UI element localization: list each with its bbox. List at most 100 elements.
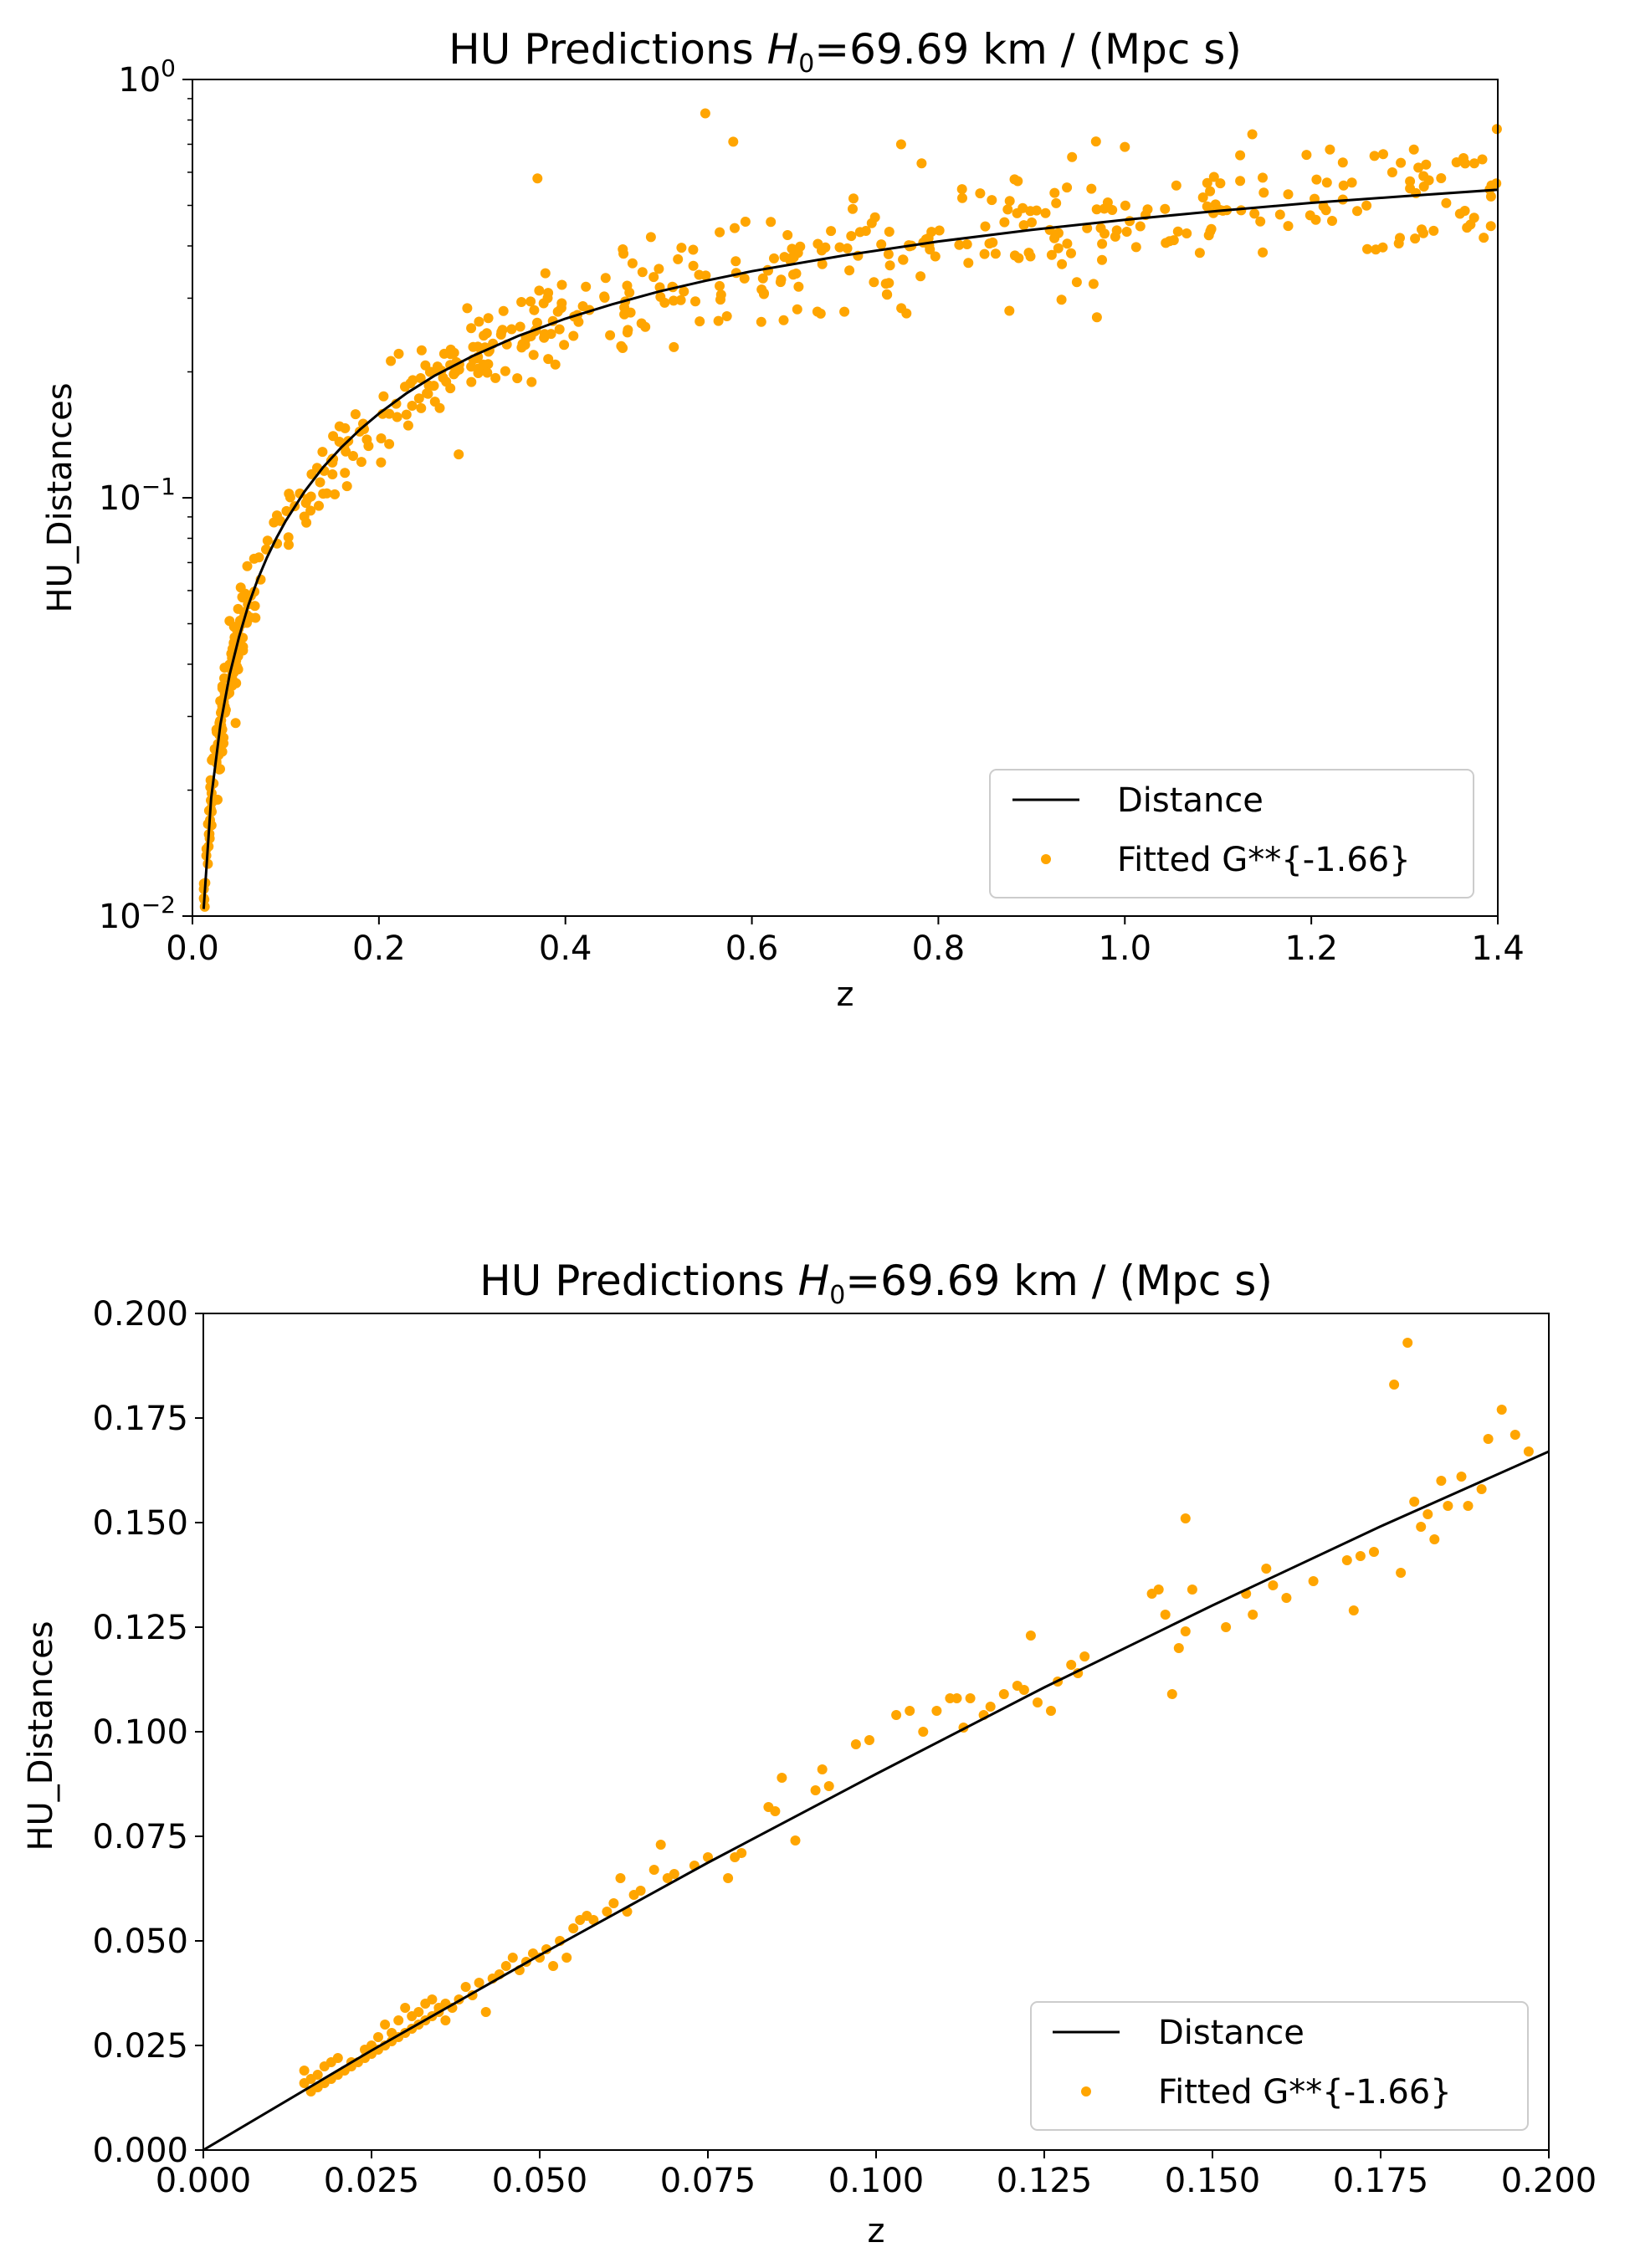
- chart-1-y-label: HU_Distances: [41, 382, 79, 612]
- scatter-point: [1477, 154, 1488, 165]
- scatter-point: [728, 136, 739, 147]
- chart-1-legend-label-distance: Distance: [1117, 781, 1264, 820]
- scatter-point: [790, 1835, 801, 1846]
- scatter-point: [215, 764, 225, 775]
- scatter-point: [1088, 279, 1099, 289]
- scatter-point: [1352, 206, 1362, 217]
- scatter-point: [759, 288, 769, 299]
- scatter-point: [1002, 204, 1013, 215]
- scatter-point: [1142, 204, 1153, 215]
- scatter-point: [1327, 216, 1337, 226]
- scatter-point: [1197, 192, 1208, 202]
- scatter-point: [605, 330, 616, 340]
- scatter-point: [416, 402, 427, 413]
- scatter-point: [645, 232, 656, 243]
- scatter-point: [740, 217, 751, 227]
- scatter-point: [1476, 1484, 1487, 1494]
- scatter-point: [506, 324, 517, 335]
- scatter-point: [1361, 200, 1372, 211]
- x-tick-label: 1.2: [1284, 929, 1338, 968]
- scatter-point: [543, 354, 554, 365]
- scatter-point: [1102, 197, 1113, 207]
- scatter-point: [1421, 159, 1432, 170]
- scatter-point: [985, 1702, 996, 1712]
- x-tick-label: 0.100: [828, 2162, 925, 2200]
- y-tick-label: 0.100: [92, 1713, 188, 1752]
- scatter-point: [1091, 204, 1102, 215]
- chart-2-title: HU Predictions H0=69.69 km / (Mpc s): [479, 1257, 1273, 1310]
- scatter-point: [1004, 196, 1015, 207]
- scatter-point: [688, 260, 699, 271]
- scatter-point: [916, 158, 927, 169]
- scatter-point: [688, 244, 699, 255]
- scatter-point: [245, 612, 256, 623]
- scatter-point: [356, 457, 366, 468]
- scatter-point: [466, 376, 477, 387]
- scatter-point: [979, 248, 990, 259]
- scatter-point: [810, 1785, 821, 1795]
- scatter-point: [884, 278, 894, 289]
- scatter-point: [1377, 242, 1388, 253]
- scatter-point: [348, 451, 358, 461]
- scatter-point: [842, 243, 853, 253]
- scatter-point: [529, 305, 540, 315]
- scatter-point: [269, 517, 279, 528]
- scatter-point: [1202, 177, 1212, 188]
- scatter-point: [1090, 136, 1101, 147]
- scatter-point: [669, 1869, 679, 1879]
- y-tick-label: 0.175: [92, 1400, 188, 1438]
- scatter-point: [1208, 172, 1219, 182]
- scatter-point: [984, 238, 995, 249]
- scatter-point: [715, 227, 725, 238]
- scatter-point: [284, 489, 295, 499]
- scatter-point: [415, 373, 426, 383]
- scatter-point: [1121, 227, 1132, 237]
- scatter-point: [490, 372, 501, 383]
- scatter-point: [770, 1806, 781, 1816]
- scatter-point: [1062, 238, 1073, 249]
- scatter-point: [1082, 223, 1093, 233]
- scatter-point: [1460, 158, 1470, 169]
- scatter-point: [1274, 209, 1285, 220]
- scatter-point: [792, 304, 802, 315]
- scatter-point: [334, 421, 345, 432]
- scatter-point: [219, 663, 230, 673]
- scatter-point: [834, 242, 845, 253]
- scatter-point: [1510, 1430, 1520, 1440]
- y-tick-label: 0.025: [92, 2027, 188, 2066]
- scatter-point: [756, 316, 766, 327]
- scatter-point: [675, 294, 686, 305]
- scatter-point: [1369, 1547, 1379, 1557]
- scatter-point: [534, 285, 545, 296]
- scatter-point: [839, 306, 850, 317]
- scatter-point: [526, 376, 537, 387]
- scatter-point: [556, 303, 566, 314]
- scatter-point: [1281, 1593, 1292, 1603]
- scatter-point: [1046, 1706, 1056, 1716]
- scatter-point: [957, 192, 967, 203]
- scatter-point: [965, 1693, 976, 1703]
- scatter-point: [1135, 221, 1146, 232]
- scatter-point: [1305, 210, 1315, 221]
- scatter-point: [1053, 243, 1064, 253]
- scatter-point: [1221, 1622, 1232, 1632]
- scatter-point: [1017, 202, 1028, 213]
- scatter-point: [1362, 243, 1372, 254]
- scatter-point: [640, 321, 651, 332]
- scatter-point: [1018, 1685, 1029, 1695]
- scatter-point: [1410, 233, 1421, 244]
- scatter-point: [1454, 208, 1465, 219]
- scatter-point: [915, 271, 926, 282]
- y-tick-label: 0.000: [92, 2132, 188, 2170]
- scatter-point: [1396, 1568, 1407, 1578]
- scatter-point: [393, 2015, 404, 2025]
- scatter-point: [528, 350, 539, 361]
- scatter-point: [1249, 208, 1260, 219]
- scatter-point: [700, 108, 710, 119]
- scatter-point: [1153, 1585, 1164, 1595]
- scatter-point: [1469, 158, 1479, 169]
- scatter-point: [1268, 1580, 1279, 1590]
- scatter-point: [262, 535, 273, 546]
- scatter-point: [1066, 1660, 1077, 1670]
- scatter-point: [432, 361, 443, 372]
